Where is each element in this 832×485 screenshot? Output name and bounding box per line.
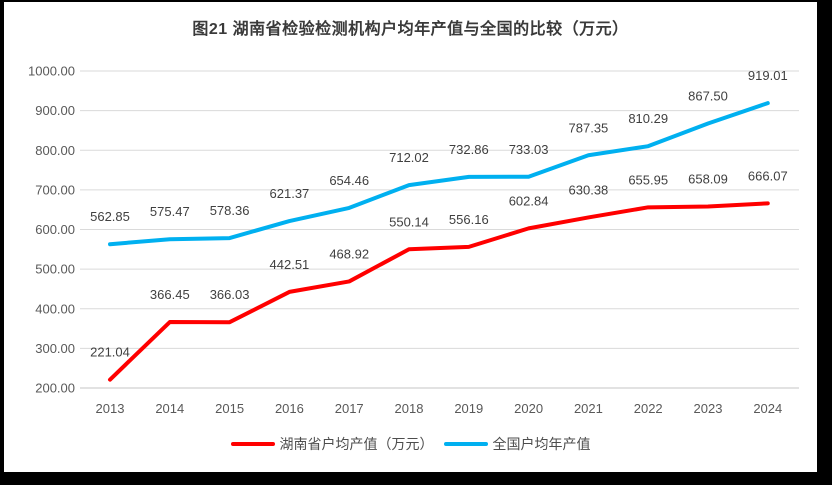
data-label: 221.04 (90, 345, 130, 360)
y-axis-tick-label: 900.00 (35, 103, 75, 118)
y-axis-tick-label: 400.00 (35, 301, 75, 316)
y-axis-tick-label: 500.00 (35, 262, 75, 277)
national-line-swatch (443, 442, 488, 446)
x-axis-tick-label: 2024 (753, 401, 782, 416)
data-label: 550.14 (389, 214, 429, 229)
data-label: 602.84 (509, 193, 549, 208)
x-axis-tick-label: 2021 (574, 401, 603, 416)
data-label: 732.86 (449, 142, 489, 157)
x-axis-tick-label: 2017 (335, 401, 364, 416)
y-axis-tick-label: 600.00 (35, 222, 75, 237)
data-label: 442.51 (270, 257, 310, 272)
x-axis-tick-label: 2014 (155, 401, 184, 416)
data-label: 787.35 (569, 120, 609, 135)
legend-label-hunan: 湖南省户均产值（万元） (279, 436, 434, 452)
data-label: 366.03 (210, 287, 250, 302)
legend: 湖南省户均产值（万元） 全国户均年产值 (4, 434, 817, 454)
data-label: 712.02 (389, 150, 429, 165)
x-axis-tick-label: 2018 (395, 401, 424, 416)
plot-area: 200.00 300.00 400.00 500.00 600.00 700.00 800.… (28, 64, 799, 416)
data-label: 654.46 (329, 173, 369, 188)
y-axis-tick-label: 1000.00 (28, 64, 75, 79)
y-axis-tick-label: 200.00 (35, 381, 75, 396)
data-label: 666.07 (748, 168, 788, 183)
data-label: 655.95 (628, 172, 668, 187)
data-label: 575.47 (150, 204, 190, 219)
data-label: 578.36 (210, 203, 250, 218)
data-label: 919.01 (748, 68, 788, 83)
x-axis-tick-label: 2020 (514, 401, 543, 416)
series-line-0 (108, 201, 770, 382)
data-label: 867.50 (688, 89, 728, 104)
chart-image: 200.00 300.00 400.00 500.00 600.00 700.00 800.… (4, 2, 817, 472)
data-label: 630.38 (569, 182, 609, 197)
data-label: 366.45 (150, 287, 190, 302)
data-label: 556.16 (449, 212, 489, 227)
x-axis-tick-label: 2019 (454, 401, 483, 416)
hunan-line-swatch (230, 442, 275, 446)
x-axis-tick-label: 2015 (215, 401, 244, 416)
y-axis-tick-label: 800.00 (35, 143, 75, 158)
legend-item-national: 全国户均年产值 (443, 434, 591, 454)
series-line-1 (108, 101, 770, 247)
data-label: 733.03 (509, 142, 549, 157)
data-label: 658.09 (688, 171, 728, 186)
data-label: 468.92 (329, 246, 369, 261)
x-axis-tick-label: 2016 (275, 401, 304, 416)
y-axis-tick-label: 700.00 (35, 182, 75, 197)
x-axis-tick-label: 2022 (634, 401, 663, 416)
chart-title: 图21 湖南省检验检测机构户均年产值与全国的比较（万元） (192, 21, 629, 38)
data-label: 621.37 (270, 186, 310, 201)
legend-item-hunan: 湖南省户均产值（万元） (230, 434, 434, 454)
data-label: 810.29 (628, 111, 668, 126)
x-axis-tick-label: 2023 (694, 401, 723, 416)
y-axis-tick-label: 300.00 (35, 341, 75, 356)
data-label: 562.85 (90, 209, 130, 224)
legend-label-national: 全国户均年产值 (492, 436, 591, 452)
x-axis-tick-label: 2013 (96, 401, 125, 416)
